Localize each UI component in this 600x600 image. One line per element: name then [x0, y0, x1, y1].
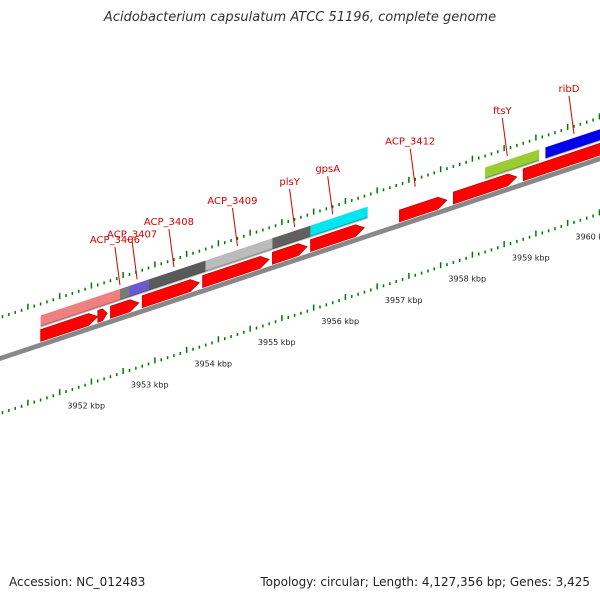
- kbp-label: 3957 kbp: [385, 296, 423, 305]
- feature-band: [148, 260, 206, 291]
- backbone-line: [0, 156, 600, 361]
- feature-band: [545, 129, 600, 159]
- gene-leader-line: [231, 207, 238, 246]
- feature-band: [119, 285, 130, 301]
- gene-label: ribD: [559, 84, 580, 95]
- gene-leader-line: [168, 229, 175, 268]
- feature-band: [40, 289, 120, 327]
- kbp-label: 3954 kbp: [194, 359, 232, 368]
- feature-band: [205, 238, 273, 272]
- cds-arrow: [141, 279, 200, 309]
- cds-arrow: [310, 224, 366, 253]
- gene-label: ACP_3412: [385, 137, 435, 148]
- feature-shadow: [119, 295, 130, 302]
- gene-label: plsY: [279, 177, 300, 188]
- gene-leader-line: [501, 117, 508, 157]
- gene-label: ACP_3408: [144, 217, 194, 228]
- feature-shadow: [148, 270, 206, 292]
- gene-leader-line: [568, 95, 575, 134]
- upper-tick-row: [1, 113, 600, 319]
- cds-arrow: [97, 308, 108, 323]
- feature-shadow: [40, 299, 120, 328]
- genome-title: Acidobacterium capsulatum ATCC 51196, co…: [103, 10, 497, 25]
- gene-leader-line: [131, 241, 138, 280]
- feature-track: [40, 129, 600, 328]
- cds-arrow: [399, 196, 448, 223]
- gene-label: ACP_3406: [90, 235, 140, 246]
- gene-leader-line: [114, 246, 121, 286]
- cds-arrow: [272, 243, 308, 265]
- kbp-label: 3955 kbp: [258, 338, 296, 347]
- feature-shadow: [129, 289, 149, 298]
- kbp-label: 3952 kbp: [67, 402, 105, 411]
- kbp-label: 3956 kbp: [321, 317, 359, 326]
- feature-band: [485, 149, 540, 179]
- accession-text: Accession: NC_012483: [9, 575, 146, 589]
- feature-shadow: [485, 159, 540, 180]
- cds-arrow: [110, 299, 140, 319]
- gene-leader-line: [327, 176, 334, 215]
- feature-band: [310, 206, 368, 237]
- kbp-labels: 3952 kbp 3953 kbp 3954 kbp 3955 kbp 3956 kbp…: [67, 232, 600, 410]
- cds-arrow: [453, 173, 518, 205]
- cds-arrow: [202, 256, 270, 288]
- genome-backbone: [0, 156, 600, 361]
- gene-leader-line: [289, 188, 296, 227]
- kbp-label: 3958 kbp: [448, 275, 486, 284]
- feature-shadow: [272, 235, 311, 251]
- gene-leader-line: [409, 148, 416, 187]
- gene-label: gpsA: [315, 164, 340, 175]
- cds-arrow: [40, 313, 99, 342]
- gene-label: ftsY: [493, 106, 512, 117]
- feature-shadow: [310, 216, 368, 238]
- kbp-label: 3960 kbp: [575, 232, 600, 241]
- kbp-label: 3959 kbp: [512, 254, 550, 263]
- genome-summary: Topology: circular; Length: 4,127,356 bp…: [260, 575, 590, 589]
- gene-label: ACP_3409: [207, 196, 257, 207]
- kbp-label: 3953 kbp: [131, 380, 169, 389]
- gene-label: ACP_3407: [107, 229, 157, 240]
- cds-track: [40, 142, 600, 342]
- cds-arrow: [522, 142, 600, 182]
- lower-tick-row: [1, 209, 600, 415]
- feature-band: [129, 279, 149, 297]
- feature-shadow: [205, 248, 273, 273]
- feature-shadow: [545, 139, 600, 160]
- feature-band: [272, 225, 311, 250]
